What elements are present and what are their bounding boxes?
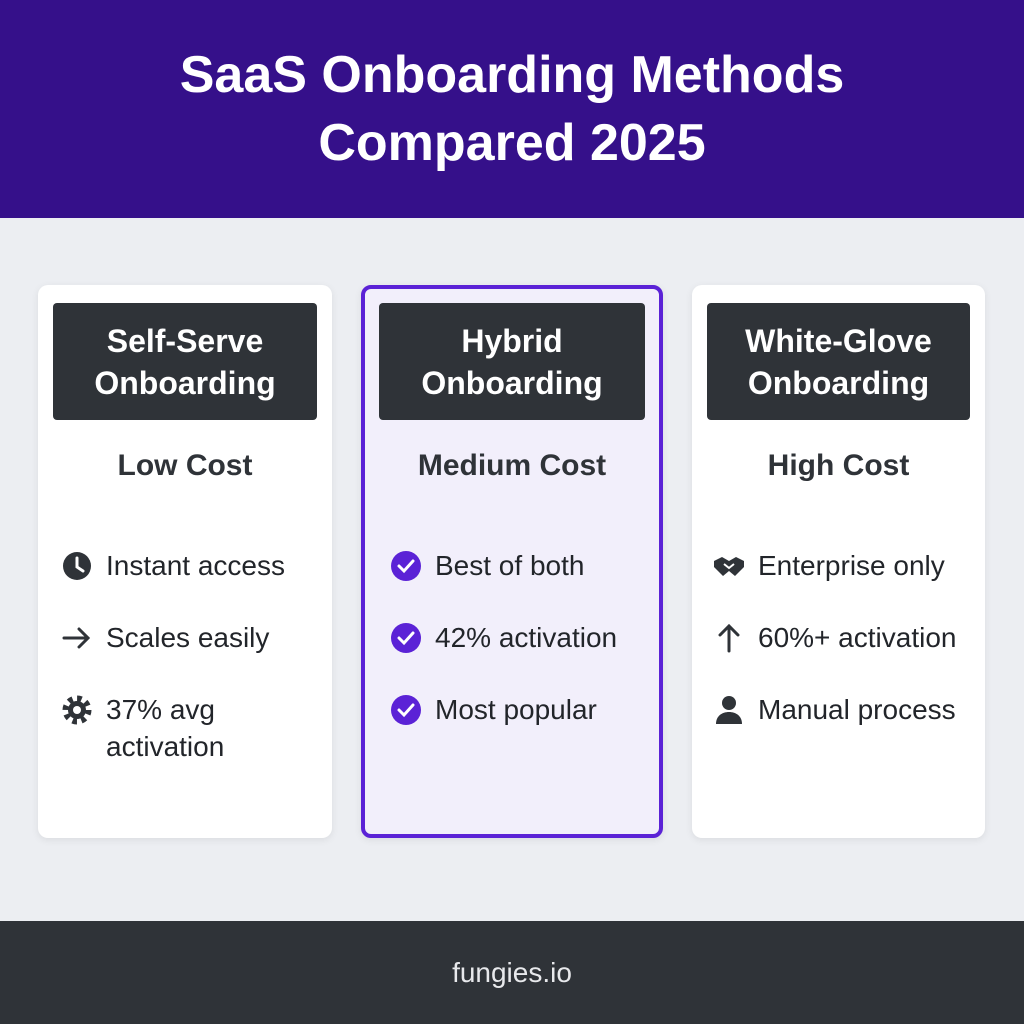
card: Hybrid Onboarding Medium Cost Best of bo…: [361, 285, 663, 838]
check-icon: [391, 695, 421, 725]
footer: fungies.io: [0, 921, 1024, 1024]
feature: 37% avg activation: [60, 691, 322, 765]
feature: Scales easily: [60, 619, 322, 656]
feature: Instant access: [60, 547, 322, 584]
card-cost: Low Cost: [117, 449, 253, 482]
feature-text: 37% avg activation: [106, 694, 225, 762]
feature-text: Manual process: [758, 694, 956, 725]
clock-icon: [63, 552, 91, 580]
feature-text: 60%+ activation: [758, 622, 957, 653]
up-arrow-icon: [718, 623, 740, 653]
feature-text: Scales easily: [106, 622, 270, 653]
feature: Enterprise only: [712, 547, 975, 584]
feature-text: Best of both: [435, 550, 585, 581]
person-icon: [716, 696, 742, 724]
card: White-Glove Onboarding High Cost Enterpr…: [692, 285, 985, 838]
check-icon: [391, 623, 421, 653]
check-icon: [391, 551, 421, 581]
header: SaaS Onboarding Methods Compared 2025: [0, 0, 1024, 218]
feature-text: Instant access: [106, 550, 285, 581]
card-cost: High Cost: [767, 449, 910, 482]
gear-icon: [62, 695, 92, 725]
title: SaaS Onboarding Methods Compared 2025: [179, 46, 845, 172]
feature-text: Enterprise only: [758, 550, 945, 581]
card-title: Hybrid Onboarding: [379, 303, 645, 420]
card-title: White-Glove Onboarding: [707, 303, 970, 420]
card-cost: Medium Cost: [417, 449, 607, 482]
footer-text: fungies.io: [452, 956, 572, 988]
feature-text: 42% activation: [435, 622, 618, 653]
feature: Most popular: [389, 691, 649, 728]
arrow-icon: [62, 627, 91, 649]
card-title: Self-Serve Onboarding: [53, 303, 317, 420]
handshake-icon: [714, 557, 744, 576]
feature: Best of both: [389, 547, 649, 584]
feature: 60%+ activation: [712, 619, 975, 656]
feature-text: Most popular: [435, 694, 597, 725]
feature: 42% activation: [389, 619, 649, 656]
card: Self-Serve Onboarding Low Cost Instant a…: [38, 285, 332, 838]
feature: Manual process: [712, 691, 975, 728]
